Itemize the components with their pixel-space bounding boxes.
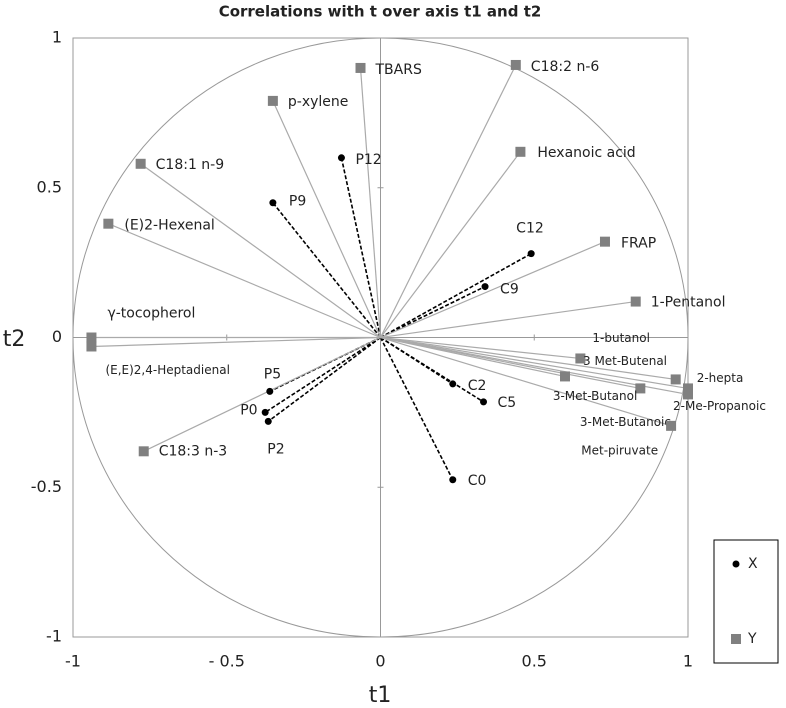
point-label: γ-tocopherol: [107, 306, 195, 322]
point-label: TBARS: [375, 62, 422, 78]
point: [683, 389, 693, 400]
point: [449, 380, 457, 388]
point-label: 1-butanol: [592, 331, 650, 345]
x-axis-title: t1: [369, 683, 392, 708]
legend-marker: [732, 560, 740, 568]
point: [266, 387, 274, 395]
point: [261, 408, 269, 416]
point: [635, 383, 646, 394]
point-label: P5: [264, 366, 281, 382]
point: [560, 371, 570, 382]
point-label: 3 Met-Butenal: [583, 354, 667, 368]
point-label: Met-piruvate: [581, 443, 658, 457]
point-label: C18:1 n-9: [156, 157, 225, 173]
vector: [143, 336, 381, 452]
point: [86, 332, 97, 343]
dashed-vector: [380, 336, 484, 403]
y-tick-label: -0.5: [31, 477, 62, 496]
point: [481, 283, 489, 291]
point-label: C5: [498, 395, 517, 411]
vector: [380, 300, 636, 339]
point-label: C9: [500, 282, 519, 298]
vector: [380, 241, 606, 339]
point: [480, 398, 488, 406]
point-label: C2: [468, 378, 487, 394]
y-tick-label: -1: [46, 627, 62, 646]
vector: [379, 64, 517, 338]
vector: [380, 336, 689, 390]
vector: [140, 163, 381, 338]
point: [575, 353, 586, 364]
point-label: FRAP: [621, 236, 656, 252]
dashed-vector: [272, 202, 382, 338]
legend-marker: [731, 634, 741, 644]
point-label: 3-Met-Butanoic: [580, 415, 671, 429]
point: [264, 417, 272, 425]
x-tick-label: 1: [683, 652, 693, 671]
x-tick-label: -1: [65, 652, 81, 671]
point: [138, 446, 149, 457]
dashed-vector: [264, 336, 381, 414]
vector: [359, 67, 382, 338]
point: [86, 341, 97, 352]
point-label: p-xylene: [288, 94, 349, 110]
point: [355, 62, 366, 73]
point: [515, 146, 526, 157]
point-label: C18:2 n-6: [531, 59, 600, 75]
point: [670, 374, 681, 385]
point: [449, 476, 457, 484]
point: [599, 236, 610, 247]
x-tick-label: 0: [375, 652, 385, 671]
chart-title: Correlations with t over axis t1 and t2: [219, 3, 542, 21]
point: [683, 383, 693, 394]
legend-box: [713, 539, 779, 664]
legend-label: X: [748, 556, 758, 572]
dashed-vector: [340, 157, 382, 338]
vector: [91, 336, 381, 348]
point-label: (E,E)2,4-Heptadienal: [105, 363, 229, 377]
point-label: P12: [355, 152, 381, 168]
vector: [380, 336, 676, 381]
point-label: (E)2-Hexenal: [124, 218, 214, 234]
point-label: Hexanoic acid: [537, 145, 635, 161]
point: [337, 154, 345, 162]
y-tick-label: 0: [52, 327, 62, 346]
vector: [108, 223, 381, 339]
point: [666, 420, 677, 431]
point-label: 3-Met-Butanol: [553, 389, 638, 403]
y-axis-title: t2: [3, 327, 26, 352]
point-label: P0: [240, 402, 257, 418]
dashed-vector: [379, 337, 454, 481]
dashed-vector: [380, 252, 532, 339]
y-tick-label: 1: [52, 28, 62, 47]
x-tick-label: - 0.5: [209, 652, 245, 671]
point-label: P9: [289, 194, 306, 210]
point: [510, 59, 521, 70]
point: [103, 218, 114, 229]
dashed-vector: [267, 336, 381, 423]
point: [630, 296, 641, 307]
dashed-vector: [380, 285, 486, 339]
point-label: 1-Pentanol: [651, 295, 726, 311]
point: [269, 199, 277, 207]
point: [135, 158, 146, 169]
vector: [272, 100, 382, 338]
point-label: C18:3 n-3: [159, 443, 228, 459]
x-tick-label: 0.5: [522, 652, 547, 671]
point-label: 2-Me-Propanoic: [673, 399, 766, 413]
vector: [380, 151, 521, 338]
legend-label: Y: [747, 631, 757, 647]
point-label: C12: [516, 221, 544, 237]
vector: [380, 336, 672, 427]
point-label: 2-hepta: [697, 371, 744, 385]
vector: [380, 336, 581, 360]
point-label: P2: [267, 441, 284, 457]
y-tick-label: 0.5: [37, 177, 62, 196]
point: [267, 95, 278, 106]
point: [527, 250, 535, 258]
point-label: C0: [468, 473, 487, 489]
